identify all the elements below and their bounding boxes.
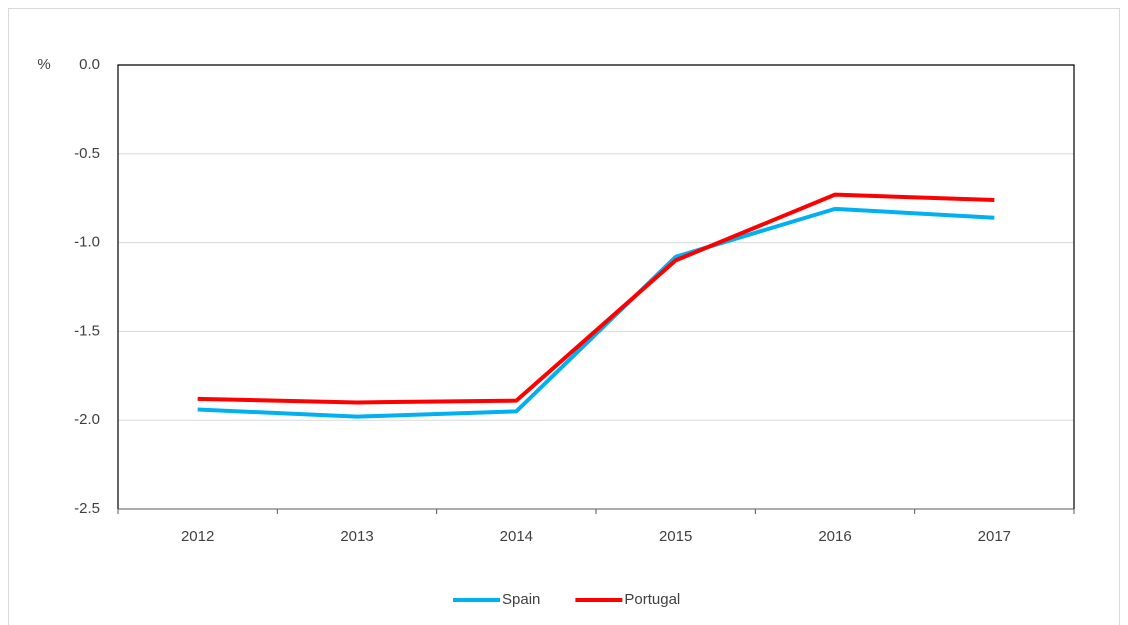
y-tick-label: -2.0 (74, 411, 100, 428)
y-tick-label: -2.5 (74, 500, 100, 517)
x-tick-label: 2016 (818, 528, 851, 545)
x-tick-label: 2014 (500, 528, 533, 545)
x-tick-label: 2012 (181, 528, 214, 545)
series-line (197, 206, 995, 419)
series-line (197, 192, 995, 405)
legend-label: Spain (502, 591, 540, 608)
y-tick-label: -0.5 (74, 145, 100, 162)
x-tick-label: 2017 (978, 528, 1011, 545)
x-tick-label: 2013 (340, 528, 373, 545)
y-tick-label: 0.0 (79, 56, 100, 73)
y-tick-label: -1.5 (74, 322, 100, 339)
legend-label: Portugal (624, 591, 680, 608)
plot-frame (117, 64, 1075, 509)
y-axis-label: % (37, 56, 50, 73)
chart-border (8, 8, 1120, 625)
y-tick-label: -1.0 (74, 234, 100, 251)
x-tick-label: 2015 (659, 528, 692, 545)
